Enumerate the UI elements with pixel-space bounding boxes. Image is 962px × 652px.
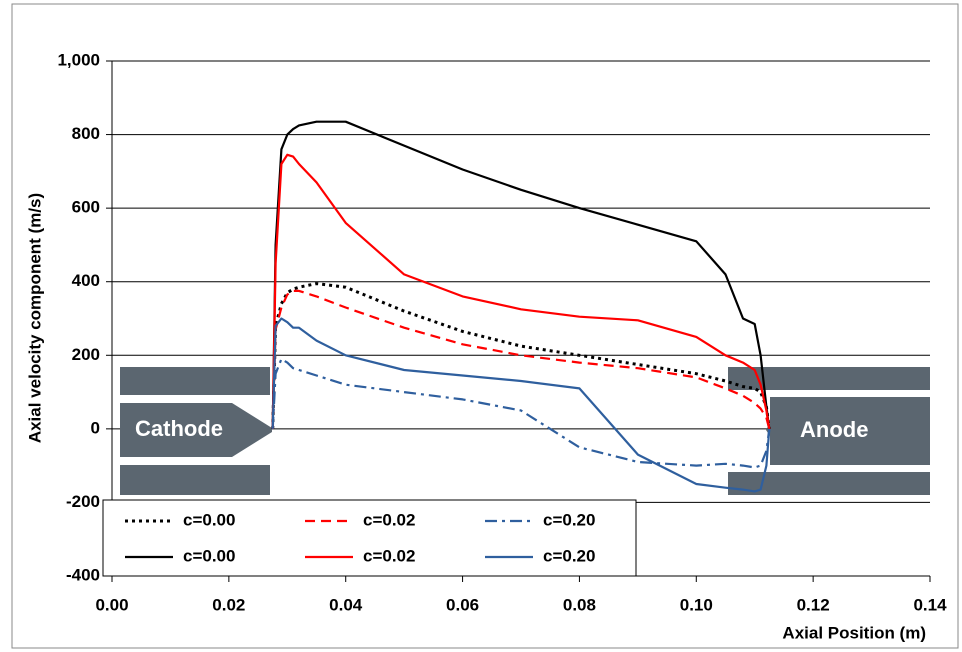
anode-bottom xyxy=(728,472,930,495)
x-tick-label: 0.04 xyxy=(329,595,363,614)
series-line xyxy=(271,357,771,469)
electrodes xyxy=(120,367,930,495)
legend-label: c=0.00 xyxy=(183,546,235,565)
series-line xyxy=(271,289,771,430)
x-tick-label: 0.12 xyxy=(797,595,830,614)
legend-label: c=0.20 xyxy=(543,546,595,565)
x-tick-label: 0.10 xyxy=(680,595,713,614)
anode-body xyxy=(766,397,930,465)
legend-label: c=0.02 xyxy=(363,546,415,565)
x-tick-label: 0.08 xyxy=(563,595,596,614)
x-tick-label: 0.14 xyxy=(913,595,947,614)
cathode-label: Cathode xyxy=(135,416,223,441)
y-axis-label: Axial velocity component (m/s) xyxy=(25,193,44,443)
legend-label: c=0.00 xyxy=(183,510,235,529)
y-tick-label: 200 xyxy=(72,345,100,364)
y-tick-label: 400 xyxy=(72,271,100,290)
y-tick-label: 0 xyxy=(91,418,100,437)
lines xyxy=(271,120,771,493)
legend: c=0.00 c=0.02 c=0.20 c=0.00 c=0.02 c=0.20 xyxy=(125,510,595,565)
x-tick-label: 0.02 xyxy=(212,595,245,614)
y-tick-label: 1,000 xyxy=(57,50,100,69)
anode-top xyxy=(728,367,930,390)
y-tick-label: -200 xyxy=(66,492,100,511)
cathode-bottom xyxy=(120,465,270,495)
x-tick-label: 0.00 xyxy=(95,595,128,614)
anode-label: Anode xyxy=(800,417,868,442)
series-line xyxy=(271,120,771,430)
x-axis-label: Axial Position (m) xyxy=(782,623,926,642)
series-line xyxy=(271,153,771,430)
legend-label: c=0.20 xyxy=(543,510,595,529)
cathode-body xyxy=(120,403,272,457)
cathode-top xyxy=(120,367,270,395)
y-tick-label: 600 xyxy=(72,198,100,217)
legend-box xyxy=(102,499,637,577)
series-line xyxy=(271,317,771,493)
legend-label: c=0.02 xyxy=(363,510,415,529)
y-tick-label: 800 xyxy=(72,124,100,143)
y-tick-label: -400 xyxy=(66,565,100,584)
x-tick-label: 0.06 xyxy=(446,595,479,614)
